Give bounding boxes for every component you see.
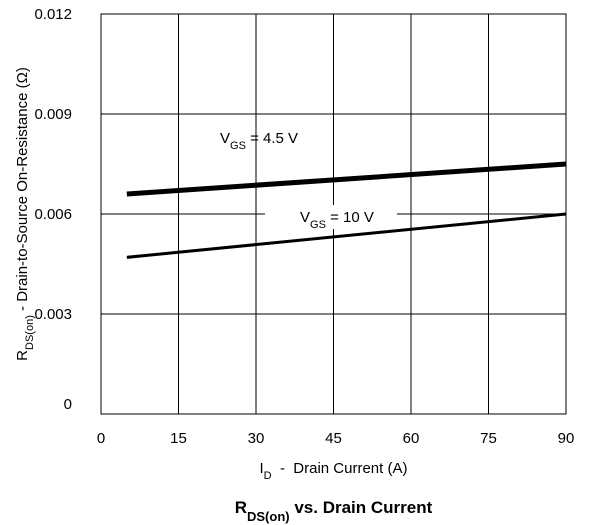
series-label: VGS = 4.5 V bbox=[220, 130, 298, 152]
chart-title: RDS(on) vs. Drain Current bbox=[235, 498, 433, 524]
x-tick-label: 0 bbox=[97, 430, 105, 447]
x-axis-label: ID - Drain Current (A) bbox=[260, 460, 408, 482]
y-tick-label: 0.009 bbox=[34, 106, 72, 123]
series-label: VGS = 10 V bbox=[300, 209, 374, 231]
x-tick-label: 15 bbox=[170, 430, 187, 447]
tick-labels: 0 15 30 45 60 75 90 0 0.003 0.006 0.009 0.012 bbox=[34, 6, 574, 447]
series-line bbox=[126, 161, 567, 197]
y-tick-label: 0 bbox=[64, 396, 72, 413]
series-line bbox=[126, 212, 567, 259]
y-axis-label: RDS(on) - Drain-to-Source On-Resistance … bbox=[14, 67, 36, 361]
x-tick-label: 90 bbox=[558, 430, 575, 447]
y-tick-label: 0.012 bbox=[34, 6, 72, 23]
x-tick-label: 60 bbox=[403, 430, 420, 447]
y-tick-label: 0.006 bbox=[34, 206, 72, 223]
x-tick-label: 75 bbox=[480, 430, 497, 447]
series-label-bg bbox=[265, 205, 397, 229]
x-tick-label: 30 bbox=[248, 430, 265, 447]
series-layer: VGS = 4.5 V VGS = 10 V bbox=[126, 130, 567, 259]
x-tick-label: 45 bbox=[325, 430, 342, 447]
y-tick-label: 0.003 bbox=[34, 306, 72, 323]
